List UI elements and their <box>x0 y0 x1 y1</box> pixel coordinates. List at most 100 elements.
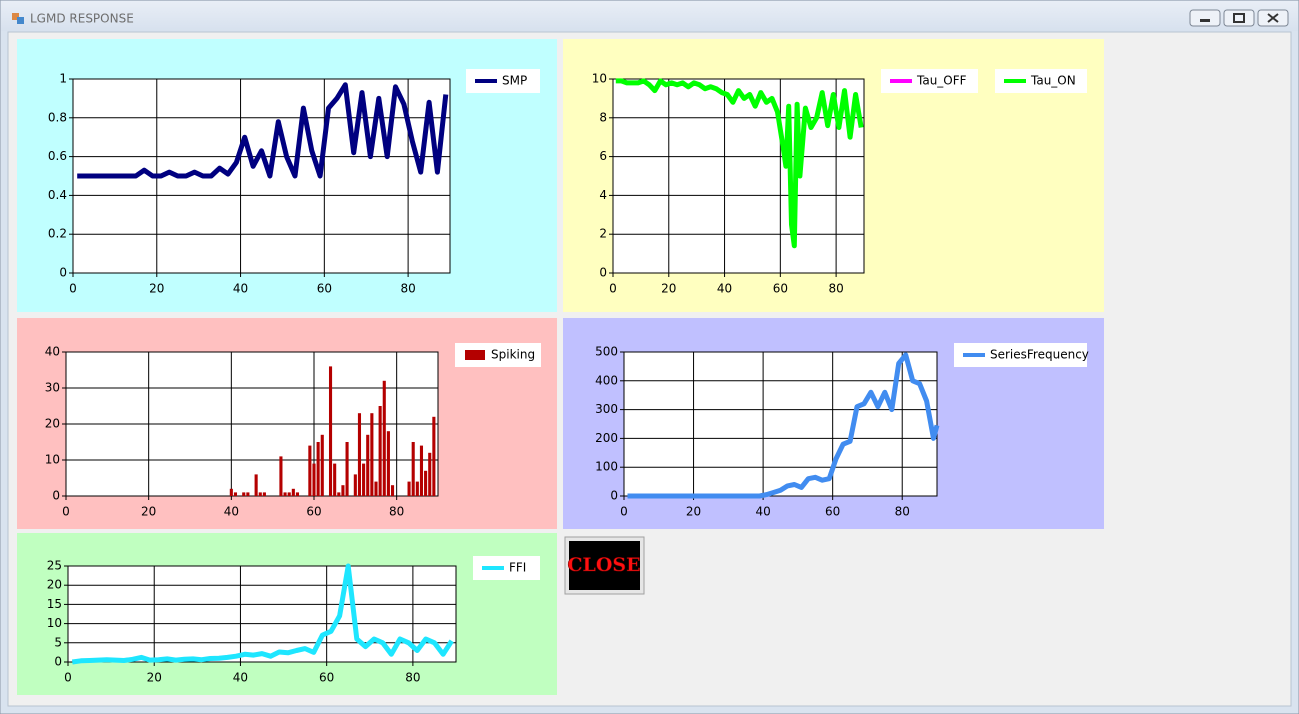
bar <box>291 488 295 496</box>
x-tick-label: 40 <box>224 505 239 519</box>
plot-area <box>613 79 864 273</box>
bar <box>411 442 415 496</box>
y-tick-label: 1 <box>59 72 67 86</box>
legend-label: Tau_OFF <box>916 74 967 88</box>
bar <box>424 470 428 496</box>
y-tick-label: 0 <box>599 266 607 280</box>
bar <box>283 492 287 496</box>
x-tick-label: 60 <box>319 671 334 685</box>
y-tick-label: 200 <box>595 431 618 445</box>
bar <box>254 474 258 496</box>
maximize-button[interactable] <box>1223 9 1255 27</box>
minimize-button[interactable] <box>1189 9 1221 27</box>
bar <box>419 445 424 496</box>
bar <box>295 492 300 496</box>
y-tick-label: 6 <box>599 149 607 163</box>
plot-border <box>65 351 439 497</box>
bar <box>242 492 246 496</box>
bar <box>382 380 386 496</box>
bar <box>337 492 341 496</box>
y-tick-label: 300 <box>595 402 618 416</box>
bar <box>390 485 395 496</box>
x-tick-label: 20 <box>149 282 164 296</box>
bar <box>374 481 378 496</box>
y-tick-label: 0 <box>59 266 67 280</box>
legend-label: Spiking <box>491 348 535 362</box>
y-tick-label: 400 <box>595 373 618 387</box>
y-tick-label: 10 <box>45 453 60 467</box>
plot-border <box>623 351 938 497</box>
y-tick-label: 0.2 <box>48 227 67 241</box>
plot-border <box>612 78 865 274</box>
bar <box>432 416 436 496</box>
bar <box>407 481 411 496</box>
bar <box>428 452 432 496</box>
x-tick-label: 0 <box>64 671 72 685</box>
close-button-label[interactable]: CLOSE <box>567 554 641 577</box>
y-tick-label: 20 <box>47 578 62 592</box>
x-tick-label: 20 <box>661 282 676 296</box>
x-tick-label: 20 <box>147 671 162 685</box>
series-line <box>71 563 454 665</box>
bar <box>333 463 337 496</box>
x-tick-label: 0 <box>69 282 77 296</box>
bar <box>366 434 370 496</box>
bar <box>370 413 374 496</box>
y-tick-label: 0.8 <box>48 110 67 124</box>
close-window-button[interactable] <box>1257 9 1289 27</box>
plot-border <box>67 565 457 663</box>
bar <box>328 366 333 496</box>
bar <box>233 492 238 496</box>
y-tick-label: 10 <box>47 616 62 630</box>
x-tick-label: 80 <box>405 671 420 685</box>
plot-area <box>624 352 937 496</box>
close-button-face[interactable] <box>569 541 640 590</box>
y-tick-label: 10 <box>592 72 607 86</box>
x-tick-label: 40 <box>755 505 770 519</box>
y-tick-label: 5 <box>54 635 62 649</box>
y-tick-label: 0.6 <box>48 149 67 163</box>
window-title: LGMD RESPONSE <box>30 12 134 26</box>
bar <box>279 456 283 496</box>
x-tick-label: 0 <box>620 505 628 519</box>
x-tick-label: 80 <box>400 282 415 296</box>
y-tick-label: 15 <box>47 597 62 611</box>
bar <box>316 442 320 496</box>
y-tick-label: 0.4 <box>48 188 67 202</box>
bar <box>262 492 266 496</box>
y-tick-label: 2 <box>599 227 607 241</box>
x-tick-label: 80 <box>895 505 910 519</box>
bar <box>246 492 250 496</box>
x-tick-label: 40 <box>717 282 732 296</box>
chart-panel: 0 10 20 30 40 0 20 40 60 80 Spiking <box>17 318 557 529</box>
y-tick-label: 100 <box>595 460 618 474</box>
chart-panel: 0 5 10 15 20 25 0 20 40 60 80 FFI <box>17 533 557 695</box>
y-tick-label: 30 <box>45 381 60 395</box>
y-tick-label: 0 <box>610 489 618 503</box>
legend-label: Tau_ON <box>1030 74 1076 88</box>
x-tick-label: 0 <box>62 505 70 519</box>
bar <box>229 488 233 496</box>
y-tick-label: 25 <box>47 559 62 573</box>
x-tick-label: 80 <box>828 282 843 296</box>
x-tick-label: 60 <box>306 505 321 519</box>
bar <box>362 463 366 496</box>
x-tick-label: 60 <box>317 282 332 296</box>
app-icon <box>12 13 24 24</box>
x-tick-label: 40 <box>233 282 248 296</box>
bar <box>378 406 382 496</box>
x-tick-label: 60 <box>825 505 840 519</box>
bar <box>345 442 349 496</box>
legend-label: FFI <box>509 561 526 575</box>
bar <box>312 463 316 496</box>
chart-panel: 0 100 200 300 400 500 0 20 40 60 80 SeriesFrequency <box>563 318 1104 529</box>
close-button[interactable]: CLOSE <box>564 536 645 595</box>
bar <box>357 413 362 496</box>
series-line <box>77 82 449 179</box>
plot-border <box>72 78 451 274</box>
legend-swatch <box>465 350 485 360</box>
y-tick-label: 20 <box>45 417 60 431</box>
y-tick-label: 4 <box>599 188 607 202</box>
bar <box>308 445 312 496</box>
